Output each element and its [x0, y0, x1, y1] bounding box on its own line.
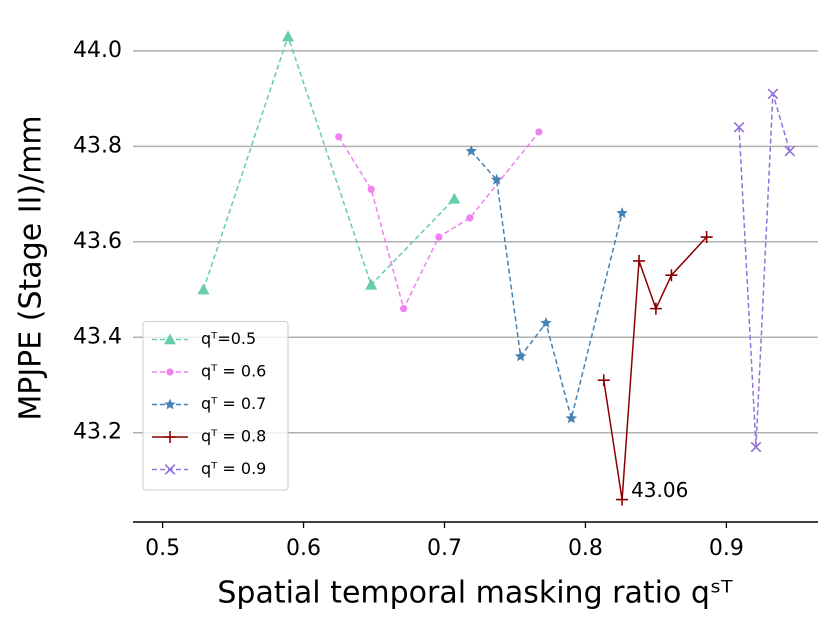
marker [616, 493, 629, 506]
marker [335, 133, 343, 141]
marker [365, 278, 378, 290]
marker [700, 231, 713, 244]
marker [733, 121, 745, 133]
marker [767, 88, 779, 100]
marker [164, 398, 176, 410]
y-axis-label: MPJPE (Stage II)/mm [14, 115, 49, 420]
marker [465, 145, 477, 156]
x-tick-label: 0.7 [427, 536, 462, 561]
marker [282, 30, 295, 42]
marker [616, 207, 628, 219]
y-tick-label: 43.6 [73, 229, 122, 254]
legend-text: qᵀ = 0.9 [201, 459, 266, 478]
series-line [470, 150, 623, 419]
data-label: 43.06 [631, 478, 688, 502]
y-tick-label: 43.4 [73, 324, 122, 349]
x-tick-label: 0.5 [145, 536, 180, 561]
marker [565, 412, 578, 424]
marker [164, 464, 176, 475]
series-line [738, 93, 791, 448]
marker [490, 173, 503, 185]
marker [750, 441, 762, 453]
series-line [603, 236, 708, 500]
marker [784, 145, 796, 157]
legend-text: qᵀ = 0.8 [201, 427, 266, 446]
legend-text: qᵀ = 0.7 [201, 394, 266, 413]
y-tick-label: 43.2 [73, 420, 122, 445]
series-line [202, 34, 455, 290]
legend-text: qᵀ=0.5 [201, 329, 256, 348]
marker [166, 368, 174, 376]
marker [400, 305, 408, 313]
x-tick-label: 0.8 [568, 536, 603, 561]
marker [535, 128, 543, 136]
series-line [338, 131, 540, 311]
marker [597, 374, 610, 387]
x-axis-label: Spatial temporal masking ratio qˢᵀ [217, 576, 733, 611]
marker [367, 185, 375, 193]
marker [448, 192, 461, 204]
legend: qᵀ=0.5 qᵀ = 0.6 qᵀ = 0.7 qᵀ = 0.8 qᵀ = 0.9 [142, 321, 289, 491]
marker [466, 214, 474, 222]
legend-box [142, 321, 289, 491]
marker [540, 316, 552, 328]
x-tick-label: 0.6 [286, 536, 321, 561]
marker [514, 350, 527, 362]
legend-text: qᵀ = 0.6 [201, 362, 266, 381]
marker [164, 431, 176, 443]
marker [665, 269, 678, 282]
marker [649, 302, 662, 315]
x-tick-label: 0.9 [709, 536, 744, 561]
marker [197, 283, 210, 295]
marker [435, 233, 443, 241]
marker [164, 333, 176, 345]
marker [632, 254, 645, 267]
y-tick-label: 44.0 [73, 38, 122, 63]
y-tick-label: 43.8 [73, 133, 122, 158]
